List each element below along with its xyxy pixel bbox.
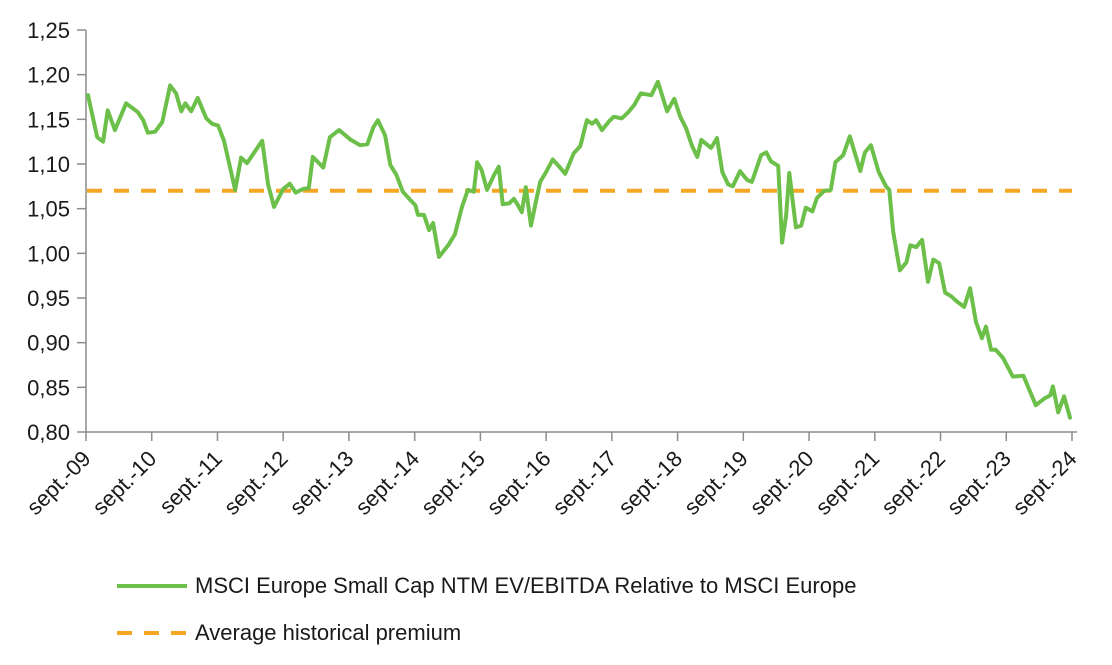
- x-tick-label: sept.-17: [548, 446, 622, 520]
- legend-item-average-premium: Average historical premium: [117, 620, 461, 646]
- x-tick-label: sept.-19: [679, 446, 753, 520]
- legend-swatch-dashed-orange: [117, 631, 187, 635]
- y-tick-label: 0,95: [27, 286, 70, 311]
- y-tick-label: 1,15: [27, 107, 70, 132]
- x-tick-label: sept.-24: [1008, 446, 1082, 520]
- y-tick-label: 0,80: [27, 420, 70, 445]
- y-tick-label: 1,10: [27, 152, 70, 177]
- x-tick-label: sept.-09: [22, 446, 96, 520]
- x-tick-label: sept.-13: [285, 446, 359, 520]
- series-group: [86, 79, 1072, 420]
- y-tick-label: 0,85: [27, 375, 70, 400]
- legend-item-small-cap-relative: MSCI Europe Small Cap NTM EV/EBITDA Rela…: [117, 573, 856, 599]
- y-axis: 1,25 1,20 1,15 1,10 1,05 1,00 0,95 0,90 0,85 0,80: [27, 18, 87, 445]
- x-tick-label: sept.-16: [482, 446, 556, 520]
- x-tick-label: sept.-14: [350, 446, 424, 520]
- y-tick-label: 0,90: [27, 331, 70, 356]
- small-cap-relative-line: [86, 79, 1072, 420]
- y-tick-label: 1,20: [27, 63, 70, 88]
- x-tick-label: sept.-15: [416, 446, 490, 520]
- x-tick-label: sept.-11: [154, 446, 227, 519]
- x-axis: sept.-09sept.-10sept.-11sept.-12sept.-13…: [22, 431, 1082, 520]
- y-tick-label: 1,05: [27, 197, 70, 222]
- x-tick-label: sept.-21: [810, 446, 884, 520]
- x-tick-label: sept.-18: [613, 446, 687, 520]
- legend-label: MSCI Europe Small Cap NTM EV/EBITDA Rela…: [195, 573, 857, 598]
- y-tick-label: 1,25: [27, 18, 70, 43]
- legend-label: Average historical premium: [195, 620, 462, 645]
- legend-swatch-solid-green: [117, 584, 187, 588]
- y-tick-label: 1,00: [27, 241, 70, 266]
- x-tick-label: sept.-10: [87, 446, 161, 520]
- x-tick-label: sept.-22: [876, 446, 950, 520]
- x-tick-label: sept.-23: [942, 446, 1016, 520]
- line-chart: 1,25 1,20 1,15 1,10 1,05 1,00 0,95 0,90 0,85 0,80…: [22, 18, 1082, 520]
- x-tick-label: sept.-12: [219, 446, 293, 520]
- x-tick-label: sept.-20: [745, 446, 819, 520]
